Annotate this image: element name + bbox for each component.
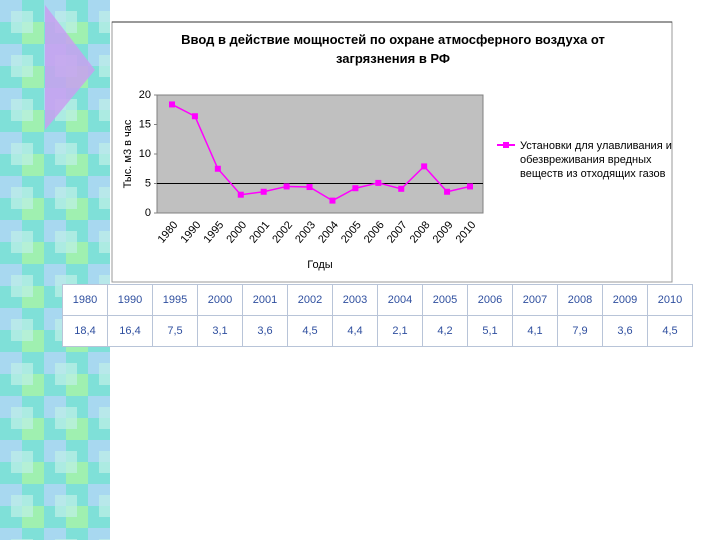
table-year: 1995 (152, 284, 198, 316)
table-value: 18,4 (62, 315, 108, 347)
table-value: 7,9 (557, 315, 603, 347)
table-year: 2003 (332, 284, 378, 316)
table-value: 4,5 (647, 315, 693, 347)
point-marker (375, 179, 382, 186)
table-year: 2001 (242, 284, 288, 316)
table-value: 3,6 (242, 315, 288, 347)
table-year: 2004 (377, 284, 423, 316)
y-tick-label: 10 (139, 148, 151, 160)
table-value: 16,4 (107, 315, 153, 347)
table-value: 4,5 (287, 315, 333, 347)
table-value: 2,1 (377, 315, 423, 347)
legend-marker (503, 142, 509, 148)
series-line (171, 103, 471, 202)
decor-triangle (45, 5, 95, 130)
table-year: 2000 (197, 284, 243, 316)
point-marker (398, 185, 405, 192)
table-year: 2008 (557, 284, 603, 316)
point-marker (260, 188, 267, 195)
point-marker (444, 188, 451, 195)
point-marker (169, 101, 175, 108)
table-value: 4,1 (512, 315, 558, 347)
point-marker (306, 184, 313, 191)
point-marker (421, 163, 428, 170)
point-marker (352, 185, 359, 192)
data-table: 1980 1990 1995 2000 2001 2002 2003 2004 2005 2006… (62, 284, 693, 347)
y-tick-label: 0 (145, 207, 151, 219)
legend-entry: Установки для улавливания и обезвреживан… (520, 140, 672, 180)
y-tick-label: 20 (139, 89, 151, 101)
point-marker (467, 183, 473, 190)
table-year: 2006 (467, 284, 513, 316)
table-year: 2007 (512, 284, 558, 316)
y-tick-label: 5 (145, 177, 151, 189)
table-value: 3,6 (602, 315, 648, 347)
y-tick-label: 15 (139, 118, 151, 130)
point-marker (283, 183, 290, 190)
table-year: 2009 (602, 284, 648, 316)
table-value: 4,2 (422, 315, 468, 347)
plot-area (156, 94, 484, 214)
point-marker (214, 165, 221, 172)
table-year: 2010 (647, 284, 693, 316)
y-axis-label: Тыс. м3 в час (122, 119, 134, 188)
table-value: 4,4 (332, 315, 378, 347)
table-year: 1980 (62, 284, 108, 316)
point-marker (191, 113, 198, 120)
table-value: 3,1 (197, 315, 243, 347)
table-year: 1990 (107, 284, 153, 316)
table-value: 7,5 (152, 315, 198, 347)
table-year: 2002 (287, 284, 333, 316)
point-marker (329, 197, 336, 204)
table-value: 5,1 (467, 315, 513, 347)
point-marker (237, 191, 244, 198)
table-year: 2005 (422, 284, 468, 316)
chart-title: Ввод в действие мощностей по охране атмо… (181, 32, 605, 66)
x-axis-label: Годы (307, 259, 333, 271)
